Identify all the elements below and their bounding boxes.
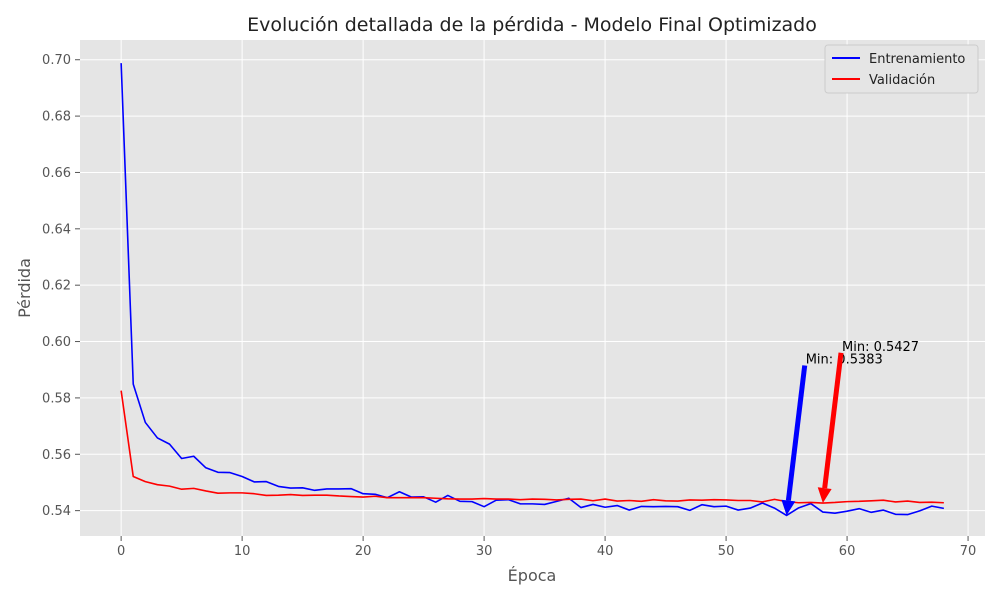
x-tick-label: 20 — [355, 544, 372, 559]
legend: Entrenamiento Validación — [824, 44, 979, 94]
x-tick-label: 70 — [960, 544, 977, 559]
x-tick-label: 30 — [476, 544, 493, 559]
legend-box — [824, 44, 979, 94]
y-tick-label: 0.70 — [42, 53, 71, 68]
series-line-entrenamiento — [120, 63, 945, 517]
x-tick-label: 50 — [718, 544, 735, 559]
x-axis-label: Época — [508, 566, 557, 585]
annotation-arrowhead-val — [817, 487, 832, 504]
annotation-arrow-shaft-train — [785, 365, 808, 501]
series-line-validacion — [120, 390, 944, 504]
annotation-label-val: Min: 0.5427 — [842, 340, 919, 355]
annotation-arrow-shaft-val — [822, 352, 844, 489]
x-tick-label: 60 — [839, 544, 856, 559]
x-axis-ticks: 0 10 20 30 40 50 60 70 — [117, 536, 976, 559]
chart-title: Evolución detallada de la pérdida - Mode… — [247, 14, 817, 36]
x-tick-label: 10 — [234, 544, 251, 559]
series-lines — [120, 63, 945, 517]
plot-area — [80, 40, 985, 536]
x-tick-label: 0 — [117, 544, 125, 559]
y-axis-label: Pérdida — [15, 258, 34, 318]
y-tick-label: 0.66 — [42, 166, 71, 181]
y-tick-label: 0.68 — [42, 110, 71, 125]
y-tick-label: 0.58 — [42, 391, 71, 406]
y-tick-label: 0.64 — [42, 222, 71, 237]
legend-label-entrenamiento: Entrenamiento — [869, 52, 965, 67]
annotation-arrowhead-train — [781, 499, 796, 516]
y-tick-label: 0.62 — [42, 279, 71, 294]
y-axis-ticks: 0.54 0.56 0.58 0.60 0.62 0.64 0.66 0.68 0.70 — [42, 53, 80, 519]
y-tick-label: 0.54 — [42, 504, 71, 519]
y-tick-label: 0.56 — [42, 448, 71, 463]
legend-label-validacion: Validación — [869, 73, 935, 88]
annotation-label-train: Min: 0.5383 — [806, 353, 883, 368]
y-tick-label: 0.60 — [42, 335, 71, 350]
x-tick-label: 40 — [597, 544, 614, 559]
